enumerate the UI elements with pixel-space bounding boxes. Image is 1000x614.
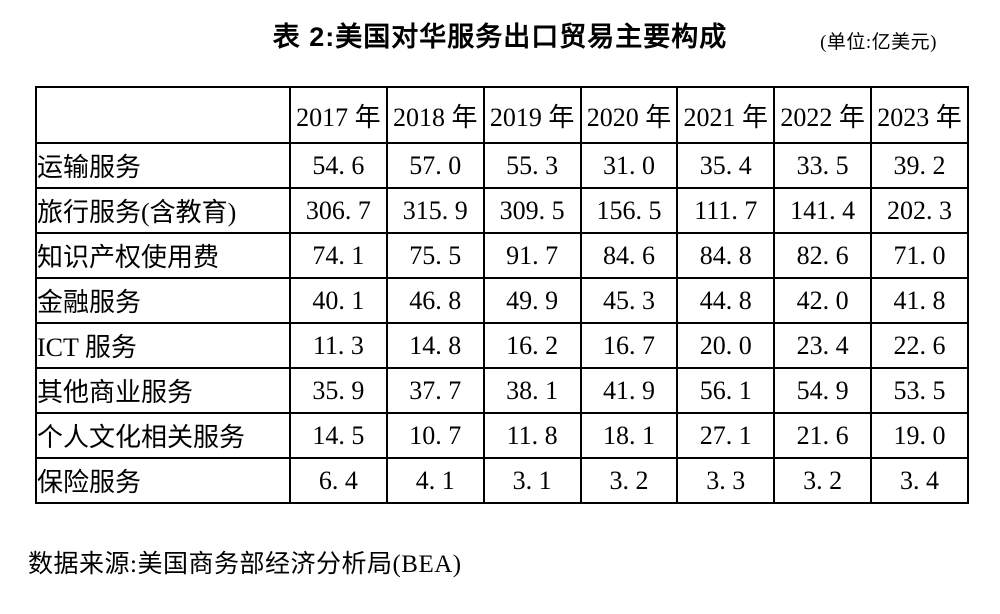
row-label: 知识产权使用费 (35, 232, 291, 279)
cell-value: 38. 1 (482, 367, 582, 414)
cell-value: 37. 7 (385, 367, 485, 414)
cell-value: 306. 7 (289, 187, 388, 234)
table-title: 表 2:美国对华服务出口贸易主要构成 (272, 22, 728, 52)
cell-value: 23. 4 (773, 322, 873, 369)
cell-value: 22. 6 (870, 322, 969, 369)
cell-value: 41. 9 (579, 367, 679, 414)
year-header-2020: 2020 年 (579, 86, 679, 144)
cell-value: 74. 1 (289, 232, 388, 279)
cell-value: 4. 1 (385, 457, 485, 504)
cell-value: 156. 5 (579, 187, 679, 234)
cell-value: 91. 7 (482, 232, 582, 279)
cell-value: 35. 4 (676, 142, 776, 189)
year-header-2019: 2019 年 (482, 86, 582, 144)
cell-value: 14. 8 (385, 322, 485, 369)
year-header-2018: 2018 年 (385, 86, 485, 144)
export-composition-table: 2017 年 2018 年 2019 年 2020 年 2021 年 2022 … (35, 86, 969, 504)
table-row-transport: 运输服务 54. 6 57. 0 55. 3 31. 0 35. 4 33. 5… (35, 142, 969, 189)
table-row-ip-royalties: 知识产权使用费 74. 1 75. 5 91. 7 84. 6 84. 8 82… (35, 232, 969, 279)
table-row-travel: 旅行服务(含教育) 306. 7 315. 9 309. 5 156. 5 11… (35, 187, 969, 234)
cell-value: 3. 2 (773, 457, 873, 504)
cell-value: 55. 3 (482, 142, 582, 189)
cell-value: 3. 1 (482, 457, 582, 504)
cell-value: 6. 4 (289, 457, 388, 504)
cell-value: 44. 8 (676, 277, 776, 324)
cell-value: 141. 4 (773, 187, 873, 234)
cell-value: 20. 0 (676, 322, 776, 369)
cell-value: 14. 5 (289, 412, 388, 459)
cell-value: 39. 2 (870, 142, 969, 189)
row-label: ICT 服务 (35, 322, 291, 369)
cell-value: 10. 7 (385, 412, 485, 459)
row-label: 保险服务 (35, 457, 291, 504)
cell-value: 45. 3 (579, 277, 679, 324)
year-header-2021: 2021 年 (676, 86, 776, 144)
row-label: 旅行服务(含教育) (35, 187, 291, 234)
year-header-2022: 2022 年 (773, 86, 873, 144)
cell-value: 42. 0 (773, 277, 873, 324)
cell-value: 3. 4 (870, 457, 969, 504)
cell-value: 46. 8 (385, 277, 485, 324)
cell-value: 202. 3 (870, 187, 969, 234)
table-row-ict: ICT 服务 11. 3 14. 8 16. 2 16. 7 20. 0 23.… (35, 322, 969, 369)
cell-value: 11. 3 (289, 322, 388, 369)
row-label: 个人文化相关服务 (35, 412, 291, 459)
cell-value: 21. 6 (773, 412, 873, 459)
title-row: 表 2:美国对华服务出口贸易主要构成 (单位:亿美元) (0, 18, 1000, 56)
cell-value: 82. 6 (773, 232, 873, 279)
cell-value: 33. 5 (773, 142, 873, 189)
row-label: 其他商业服务 (35, 367, 291, 414)
cell-value: 309. 5 (482, 187, 582, 234)
cell-value: 31. 0 (579, 142, 679, 189)
cell-value: 57. 0 (385, 142, 485, 189)
cell-value: 84. 6 (579, 232, 679, 279)
cell-value: 19. 0 (870, 412, 969, 459)
cell-value: 49. 9 (482, 277, 582, 324)
cell-value: 16. 2 (482, 322, 582, 369)
table-row-insurance: 保险服务 6. 4 4. 1 3. 1 3. 2 3. 3 3. 2 3. 4 (35, 457, 969, 504)
cell-value: 3. 3 (676, 457, 776, 504)
cell-value: 54. 6 (289, 142, 388, 189)
cell-value: 315. 9 (385, 187, 485, 234)
table-row-personal-cultural: 个人文化相关服务 14. 5 10. 7 11. 8 18. 1 27. 1 2… (35, 412, 969, 459)
cell-value: 3. 2 (579, 457, 679, 504)
cell-value: 56. 1 (676, 367, 776, 414)
data-source-note: 数据来源:美国商务部经济分析局(BEA) (28, 551, 462, 578)
year-header-2017: 2017 年 (289, 86, 388, 144)
cell-value: 27. 1 (676, 412, 776, 459)
header-row: 2017 年 2018 年 2019 年 2020 年 2021 年 2022 … (35, 86, 969, 144)
cell-value: 18. 1 (579, 412, 679, 459)
unit-note: (单位:亿美元) (820, 32, 937, 53)
cell-value: 54. 9 (773, 367, 873, 414)
cell-value: 11. 8 (482, 412, 582, 459)
table-row-other-business: 其他商业服务 35. 9 37. 7 38. 1 41. 9 56. 1 54.… (35, 367, 969, 414)
cell-value: 41. 8 (870, 277, 969, 324)
corner-cell (35, 86, 291, 144)
cell-value: 35. 9 (289, 367, 388, 414)
cell-value: 111. 7 (676, 187, 776, 234)
cell-value: 75. 5 (385, 232, 485, 279)
cell-value: 40. 1 (289, 277, 388, 324)
cell-value: 16. 7 (579, 322, 679, 369)
year-header-2023: 2023 年 (870, 86, 969, 144)
row-label: 金融服务 (35, 277, 291, 324)
row-label: 运输服务 (35, 142, 291, 189)
cell-value: 84. 8 (676, 232, 776, 279)
cell-value: 53. 5 (870, 367, 969, 414)
cell-value: 71. 0 (870, 232, 969, 279)
table-row-financial: 金融服务 40. 1 46. 8 49. 9 45. 3 44. 8 42. 0… (35, 277, 969, 324)
